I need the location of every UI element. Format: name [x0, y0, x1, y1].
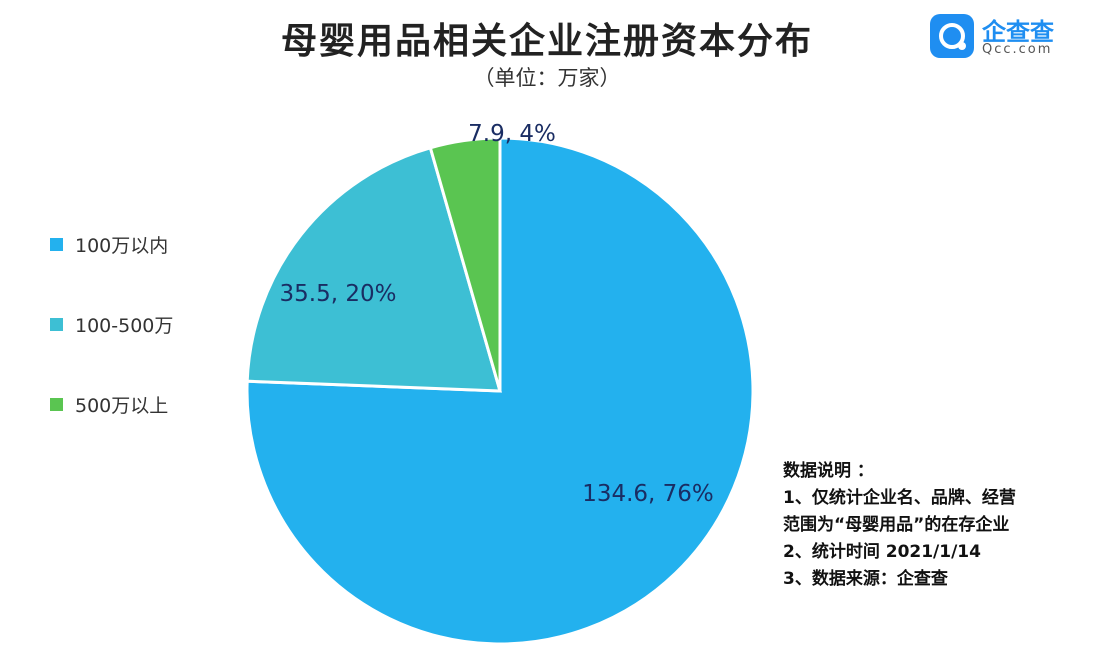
chart-subtitle: （单位：万家） — [473, 66, 621, 90]
legend-label-2: 500万以上 — [75, 394, 169, 417]
logo-name: 企查查 — [982, 18, 1054, 46]
qcc-logo: 企查查 Qcc.com — [930, 12, 1080, 60]
data-notes: 数据说明 ： 1、仅统计企业名、品牌、经营 范围为“母婴用品”的在存企业 2、统… — [783, 458, 1083, 593]
slice-label-2: 7.9, 4% — [468, 121, 556, 147]
legend-swatch-0 — [50, 237, 63, 251]
qcc-logo-icon — [930, 14, 974, 58]
slice-label-1: 35.5, 20% — [280, 281, 397, 307]
legend-swatch-1 — [50, 317, 63, 331]
logo-domain: Qcc.com — [982, 42, 1053, 57]
notes-line-4: 3、数据来源：企查查 — [783, 569, 948, 589]
slice-label-0: 134.6, 76% — [582, 481, 714, 507]
notes-line-3: 2、统计时间 2021/1/14 — [783, 542, 981, 562]
legend-label-0: 100万以内 — [75, 234, 169, 257]
legend-item-2: 500万以上 — [50, 392, 173, 417]
pie-slice-2 — [428, 136, 502, 392]
chart-legend: 100万以内 100-500万 500万以上 — [50, 232, 173, 472]
notes-line-2: 范围为“母婴用品”的在存企业 — [783, 515, 1010, 535]
legend-item-0: 100万以内 — [50, 232, 173, 257]
chart-title: 母婴用品相关企业注册资本分布 — [280, 21, 813, 62]
legend-swatch-2 — [50, 397, 63, 411]
legend-item-1: 100-500万 — [50, 312, 174, 337]
legend-label-1: 100-500万 — [75, 314, 174, 337]
notes-line-1: 1、仅统计企业名、品牌、经营 — [783, 488, 1016, 508]
notes-heading: 数据说明 ： — [783, 461, 874, 481]
pie-slice-1 — [245, 145, 503, 393]
